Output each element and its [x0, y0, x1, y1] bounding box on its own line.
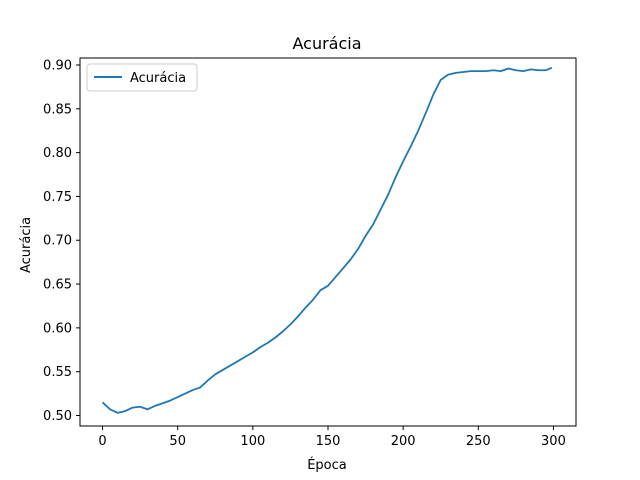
y-tick-label: 0.90 — [43, 59, 72, 74]
y-axis-label: Acurácia — [19, 217, 34, 273]
series-line-0 — [101, 66, 553, 414]
legend-label: Acurácia — [130, 71, 186, 86]
x-tick-label: 200 — [391, 434, 416, 449]
y-tick-label: 0.75 — [43, 190, 72, 205]
x-tick-label: 150 — [316, 434, 341, 449]
y-tick-label: 0.60 — [43, 321, 72, 336]
axes: 0 50 100 150 200 250 300 0.50 0.55 0.60 0.65 0.70 0.… — [43, 57, 577, 449]
y-tick-label: 0.70 — [43, 234, 72, 249]
plot-area — [101, 66, 553, 414]
chart-title: Acurácia — [292, 34, 361, 53]
legend: Acurácia — [86, 63, 198, 92]
x-tick-label: 50 — [169, 434, 186, 449]
x-tick-label: 100 — [240, 434, 265, 449]
y-tick-label: 0.80 — [43, 146, 72, 161]
y-tick-label: 0.55 — [43, 365, 72, 380]
x-axis-label: Época — [307, 457, 347, 473]
y-tick-label: 0.65 — [43, 278, 72, 293]
x-tick-label: 0 — [98, 434, 106, 449]
x-tick-label: 250 — [466, 434, 491, 449]
legend-box — [86, 63, 198, 92]
y-tick-label: 0.85 — [43, 102, 72, 117]
x-tick-label: 300 — [541, 434, 566, 449]
y-tick-label: 0.50 — [43, 409, 72, 424]
